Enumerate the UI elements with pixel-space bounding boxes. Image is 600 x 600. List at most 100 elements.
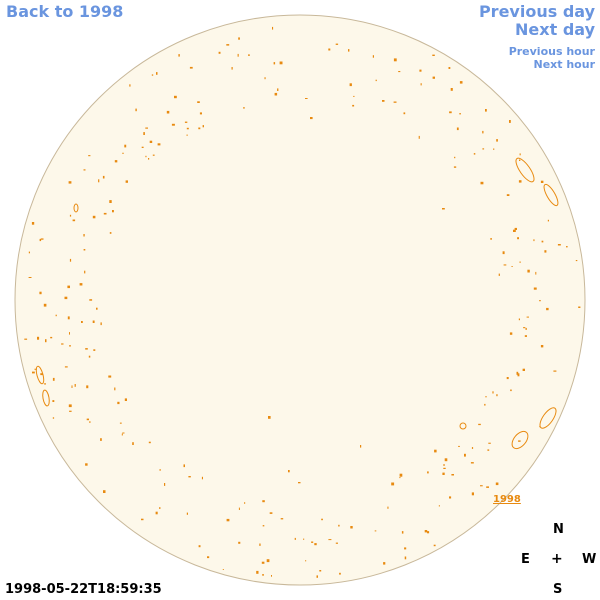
contour-speck <box>262 525 265 527</box>
contour-speck <box>71 385 73 388</box>
contour-speck <box>449 496 452 499</box>
contour-speck <box>432 76 435 79</box>
next-day-link[interactable]: Next day <box>515 20 595 39</box>
contour-speck <box>32 371 35 374</box>
contour-speck <box>553 370 557 372</box>
contour-speck <box>470 462 474 464</box>
contour-speck <box>37 336 40 340</box>
contour-speck <box>535 271 537 275</box>
contour-speck <box>305 98 308 99</box>
contour-speck <box>43 303 47 307</box>
contour-speck <box>383 562 386 565</box>
contour-speck <box>518 318 520 321</box>
contour-speck <box>527 269 530 273</box>
contour-speck <box>132 442 134 445</box>
contour-speck <box>338 524 340 527</box>
contour-features <box>24 26 581 578</box>
contour-speck <box>482 148 485 150</box>
contour-speck <box>141 518 144 521</box>
contour-speck <box>117 401 120 405</box>
contour-speck <box>186 512 188 515</box>
contour-speck <box>526 316 529 318</box>
contour-speck <box>198 545 201 548</box>
contour-speck <box>178 54 180 57</box>
contour-speck <box>69 345 71 347</box>
contour-speck <box>311 541 314 543</box>
contour-speck <box>490 238 492 240</box>
contour-speck <box>495 482 499 486</box>
contour-speck <box>109 200 112 203</box>
contour-speck <box>506 377 509 380</box>
contour-speck <box>335 43 339 45</box>
back-to-year-link[interactable]: Back to 1998 <box>6 2 124 21</box>
previous-day-link[interactable]: Previous day <box>478 2 595 21</box>
contour-speck <box>502 251 505 255</box>
contour-speck <box>88 155 91 157</box>
contour-speck <box>459 113 461 115</box>
contour-speck <box>544 250 547 253</box>
contour-speck <box>100 322 102 326</box>
active-region-contour <box>35 365 45 385</box>
contour-speck <box>488 442 491 444</box>
contour-speck <box>393 58 397 62</box>
contour-speck <box>68 404 72 408</box>
contour-speck <box>541 240 544 243</box>
contour-speck <box>121 433 123 436</box>
contour-speck <box>264 77 266 80</box>
contour-speck <box>546 307 549 311</box>
active-region-contour <box>515 157 535 183</box>
contour-speck <box>427 531 430 534</box>
contour-speck <box>310 117 313 120</box>
contour-speck <box>238 507 240 510</box>
contour-speck <box>403 112 406 115</box>
contour-speck <box>443 464 445 466</box>
contour-speck <box>372 55 374 58</box>
next-hour-link[interactable]: Next hour <box>533 58 596 71</box>
contour-speck <box>482 130 484 134</box>
year-1998-link[interactable]: 1998 <box>493 494 521 505</box>
contour-speck <box>503 264 507 266</box>
contour-speck <box>207 556 210 559</box>
contour-speck <box>273 62 276 65</box>
contour-speck <box>518 180 522 183</box>
contour-speck <box>473 153 476 155</box>
contour-speck <box>523 327 526 329</box>
contour-speck <box>524 335 527 337</box>
contour-speck <box>69 214 72 217</box>
contour-speck <box>464 453 466 457</box>
contour-speck <box>39 291 42 295</box>
contour-speck <box>519 261 521 263</box>
contour-speck <box>28 251 30 254</box>
contour-speck <box>438 505 440 507</box>
contour-speck <box>112 210 114 213</box>
contour-speck <box>40 238 44 240</box>
contour-speck <box>319 570 322 572</box>
contour-speck <box>516 371 519 375</box>
contour-speck <box>45 339 47 343</box>
contour-speck <box>238 37 240 40</box>
contour-speck <box>89 421 91 423</box>
contour-speck <box>24 338 28 340</box>
contour-speck <box>533 287 537 290</box>
contour-speck <box>424 530 428 533</box>
previous-hour-link[interactable]: Previous hour <box>508 45 595 58</box>
contour-speck <box>434 449 437 453</box>
contour-speck <box>575 260 578 262</box>
contour-speck <box>157 143 161 146</box>
contour-speck <box>67 316 70 320</box>
contour-speck <box>485 396 487 398</box>
contour-speck <box>328 48 331 51</box>
contour-speck <box>514 227 517 230</box>
contour-speck <box>184 121 188 123</box>
contour-speck <box>498 273 500 276</box>
contour-speck <box>375 79 377 82</box>
contour-speck <box>432 54 435 56</box>
contour-speck <box>353 95 355 97</box>
contour-speck <box>85 463 88 466</box>
contour-speck <box>277 88 279 91</box>
contour-speck <box>201 476 203 480</box>
contour-speck <box>492 391 494 394</box>
contour-speck <box>125 180 128 183</box>
active-region-contour <box>539 407 557 429</box>
contour-speck <box>471 492 474 496</box>
